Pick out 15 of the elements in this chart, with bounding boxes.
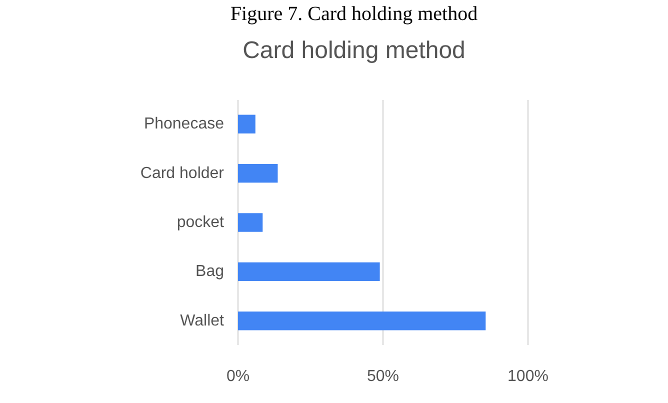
x-tick-label: 50% bbox=[366, 368, 400, 385]
x-tick-label: 100% bbox=[508, 368, 548, 385]
bar bbox=[238, 262, 380, 282]
bar bbox=[238, 114, 256, 134]
bar bbox=[238, 312, 486, 330]
y-tick-label: Bag bbox=[196, 263, 224, 280]
y-tick-label: Phonecase bbox=[144, 116, 224, 133]
x-tick-label: 0% bbox=[226, 368, 250, 385]
bar bbox=[238, 164, 278, 183]
caption: Figure 7. Card holding method bbox=[230, 3, 478, 25]
y-tick-label: Wallet bbox=[180, 312, 225, 330]
y-tick-label: pocket bbox=[176, 214, 225, 231]
bar bbox=[238, 213, 263, 232]
y-tick-label: Card holder bbox=[140, 164, 225, 182]
chart-title: Card holding method bbox=[242, 37, 466, 64]
